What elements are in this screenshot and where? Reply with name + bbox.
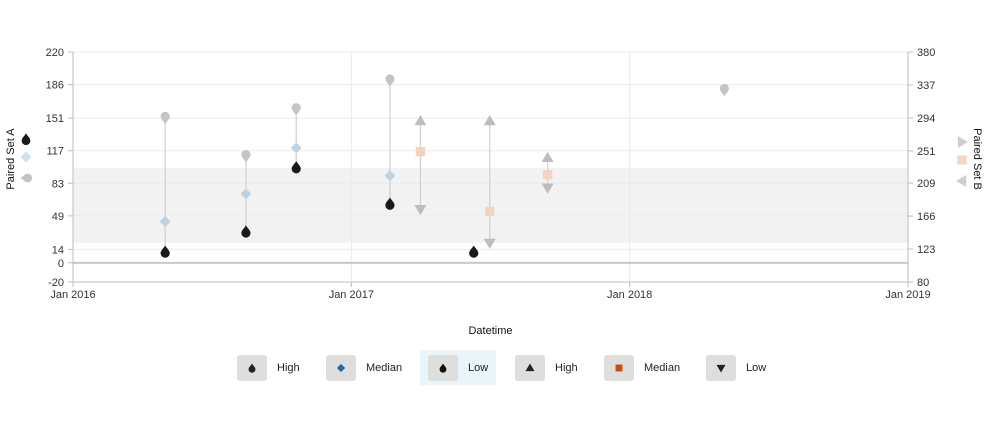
y-left-tick-label: 186: [46, 80, 64, 92]
y-right-tick-label: 80: [917, 277, 929, 289]
legend-label: Median: [644, 361, 681, 374]
x-axis-title: Datetime: [468, 325, 512, 337]
y-left-tick-label: 14: [52, 244, 64, 256]
y-left-tick-label: 0: [58, 258, 64, 270]
series-a-high-point: [291, 103, 301, 116]
legend-swatch: [604, 354, 634, 381]
y-left-tick-label: 117: [46, 146, 64, 158]
series-a-low-point: [241, 225, 251, 238]
legend-swatch: [706, 354, 736, 381]
series-a-high-point: [241, 150, 251, 163]
series-a-median-point: [384, 170, 396, 182]
side-legend-b-high-icon: [957, 136, 968, 148]
legend-swatch: [515, 354, 545, 381]
y-right-tick-label: 166: [917, 211, 935, 223]
series-b-low-point: [414, 204, 427, 216]
series-b-median-point: [543, 170, 553, 180]
series-a-low-point: [291, 161, 301, 174]
x-tick-label: Jan 2016: [50, 289, 95, 301]
legend-label: High: [555, 361, 578, 374]
y-right-tick-label: 380: [917, 47, 935, 59]
series-a-median-point: [290, 142, 302, 154]
series-a-high-point: [385, 74, 395, 87]
side-legend-b-median-icon: [957, 155, 967, 165]
legend-swatch: [428, 354, 458, 381]
series-a-high-point: [719, 83, 729, 97]
series-b-low-point: [483, 238, 496, 249]
legend-label: Median: [366, 361, 403, 374]
legend-label: Low: [468, 361, 489, 374]
side-legend-a-low-icon: [21, 133, 31, 146]
side-legend-a-high-icon: [20, 173, 33, 183]
series-a-median-point: [240, 188, 252, 200]
y-right-tick-label: 209: [917, 178, 935, 190]
side-legend-b-low-icon: [956, 175, 967, 187]
series-b-high-point: [483, 115, 496, 126]
series-b-median-point: [415, 147, 426, 157]
legend-label: Low: [746, 361, 767, 374]
y-right-tick-label: 123: [917, 244, 935, 256]
chart-legend: High Median Low High Median Low: [0, 350, 1000, 386]
square-icon: [615, 364, 623, 371]
series-a-low-point: [469, 245, 479, 258]
y-left-tick-label: 220: [46, 47, 64, 59]
y-right-tick-label: 337: [917, 80, 935, 92]
legend-label: High: [277, 361, 300, 374]
drop-icon: [439, 363, 447, 373]
x-tick-label: Jan 2017: [329, 289, 374, 301]
x-tick-label: Jan 2019: [885, 289, 930, 301]
legend-item-low-a[interactable]: Low: [420, 350, 497, 385]
legend-item-median-b[interactable]: Median: [604, 350, 688, 385]
legend-item-low-b[interactable]: Low: [706, 350, 774, 385]
y-left-tick-label: 49: [52, 211, 64, 223]
triangle-down-icon: [716, 364, 726, 372]
y-left-tick-label: 83: [52, 178, 64, 190]
legend-item-high-b[interactable]: High: [515, 350, 586, 385]
legend-item-high-a[interactable]: High: [237, 350, 308, 385]
series-a-high-point: [160, 111, 170, 125]
diamond-icon: [336, 363, 346, 372]
series-b-median-point: [485, 206, 495, 217]
y-right-tick-label: 294: [917, 113, 935, 125]
series-b-low-point: [541, 183, 554, 194]
series-b-high-point: [414, 115, 427, 126]
y-left-tick-label: 151: [46, 113, 64, 125]
shaded-band: [73, 167, 908, 243]
drop-icon: [248, 363, 256, 373]
legend-swatch: [326, 354, 356, 381]
y-right-axis-title: Paired Set B: [971, 128, 983, 190]
y-left-tick-label: -20: [48, 277, 64, 289]
triangle-up-icon: [525, 363, 535, 371]
x-tick-label: Jan 2018: [607, 289, 652, 301]
series-a-low-point: [160, 245, 170, 258]
side-legend-a-median-icon: [20, 151, 32, 163]
legend-swatch: [237, 354, 267, 381]
series-a-low-point: [385, 197, 395, 210]
series-b-high-point: [541, 151, 554, 162]
y-right-tick-label: 251: [917, 146, 935, 158]
series-a-median-point: [159, 216, 171, 228]
chart-canvas: -20 0 14 49 83 117 151 186 220 80 123 166 209 251 294 3…: [5, 47, 983, 337]
legend-item-median-a[interactable]: Median: [326, 350, 410, 385]
y-left-axis-title: Paired Set A: [5, 128, 17, 190]
